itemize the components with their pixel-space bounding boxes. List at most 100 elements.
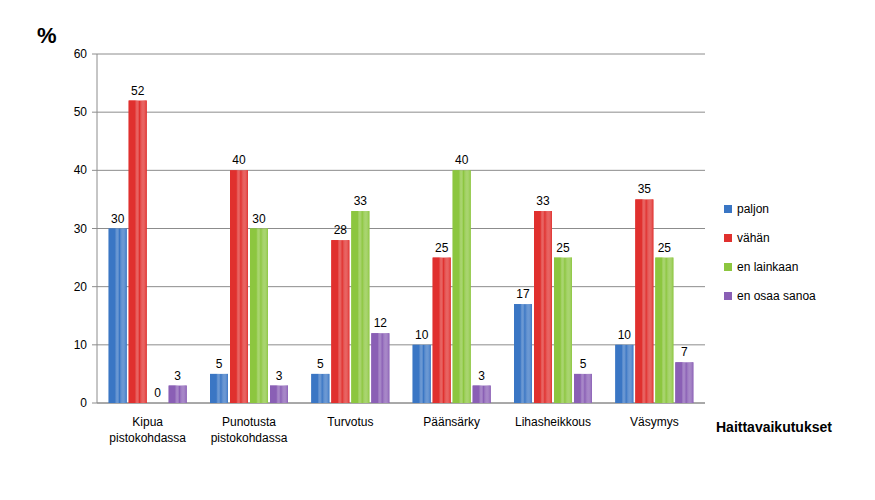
bar xyxy=(615,345,633,403)
grid-line xyxy=(97,54,705,55)
data-label: 28 xyxy=(334,223,348,237)
legend-swatch xyxy=(724,234,732,242)
bar-shade xyxy=(210,374,228,403)
y-tick-label: 60 xyxy=(74,47,88,61)
bar xyxy=(675,362,693,403)
bar-shade xyxy=(615,345,633,403)
bars xyxy=(109,101,694,403)
x-tick-label: Lihasheikkous xyxy=(515,415,591,429)
data-label: 17 xyxy=(516,287,530,301)
y-tick-label: 20 xyxy=(74,280,88,294)
x-axis-label: Haittavaikutukset xyxy=(716,419,832,435)
grid-line xyxy=(97,228,705,229)
data-label: 0 xyxy=(154,386,161,400)
data-label: 3 xyxy=(478,369,485,383)
x-tick-label-line: Lihasheikkous xyxy=(515,415,591,429)
data-label: 25 xyxy=(556,241,570,255)
bar-shade xyxy=(574,374,592,403)
data-label: 5 xyxy=(580,357,587,371)
data-label: 5 xyxy=(317,357,324,371)
bar-shade xyxy=(413,345,431,403)
bar xyxy=(331,240,349,403)
chart: 0102030405060305510171052402825333503033… xyxy=(0,0,875,500)
grid-line xyxy=(97,344,705,345)
y-tick-label: 0 xyxy=(80,396,87,410)
data-label: 35 xyxy=(638,182,652,196)
tick-mark xyxy=(92,286,97,287)
data-labels: 3055101710524028253335030334025253312357 xyxy=(111,84,688,400)
bar-shade xyxy=(311,374,329,403)
legend-swatch xyxy=(724,263,732,271)
data-label: 52 xyxy=(131,84,145,98)
bar-shade xyxy=(473,386,491,403)
y-tick-label: 30 xyxy=(74,222,88,236)
bar xyxy=(635,199,653,403)
x-tick-label: Punotustapistokohdassa xyxy=(211,415,288,445)
legend-swatch xyxy=(724,292,732,300)
bar-shade xyxy=(351,211,369,403)
data-label: 3 xyxy=(276,369,283,383)
bar-shade xyxy=(149,403,167,404)
legend-label: vähän xyxy=(737,231,770,245)
legend-swatch xyxy=(724,205,732,213)
bar-shade xyxy=(129,101,147,403)
data-label: 33 xyxy=(354,194,368,208)
bar-shade xyxy=(433,258,451,403)
x-tick-label: Päänsärky xyxy=(423,415,480,429)
grid-line xyxy=(97,286,705,287)
legend: paljonvähänen lainkaanen osaa sanoa xyxy=(724,202,816,303)
data-label: 40 xyxy=(455,153,469,167)
tick-mark xyxy=(92,54,97,55)
legend-label: en lainkaan xyxy=(737,260,798,274)
grid-line xyxy=(97,112,705,113)
bar xyxy=(473,386,491,403)
bar xyxy=(270,386,288,403)
x-axis xyxy=(97,403,705,404)
data-label: 40 xyxy=(232,153,246,167)
grid-line xyxy=(97,403,705,404)
tick-mark xyxy=(92,344,97,345)
data-label: 33 xyxy=(536,194,550,208)
bar-shade xyxy=(331,240,349,403)
x-tick-label: Kipuapistokohdassa xyxy=(109,415,186,445)
bar xyxy=(514,304,532,403)
bar xyxy=(250,229,268,404)
data-label: 12 xyxy=(374,316,388,330)
bar xyxy=(433,258,451,403)
bar xyxy=(129,101,147,403)
bar xyxy=(554,258,572,403)
bar xyxy=(351,211,369,403)
x-tick-label-line: Turvotus xyxy=(327,415,373,429)
bar xyxy=(230,170,248,403)
y-axis xyxy=(97,54,98,403)
bar xyxy=(655,258,673,403)
bar xyxy=(149,403,167,404)
data-label: 25 xyxy=(658,241,672,255)
tick-mark xyxy=(92,403,97,404)
y-tick-label: 40 xyxy=(74,163,88,177)
x-tick-label: Turvotus xyxy=(327,415,373,429)
data-label: 10 xyxy=(415,328,429,342)
bar xyxy=(453,170,471,403)
x-tick-label: Väsymys xyxy=(630,415,679,429)
bar-shade xyxy=(169,386,187,403)
x-tick-label-line: Punotusta xyxy=(222,415,276,429)
bar xyxy=(109,229,127,404)
bar-shade xyxy=(230,170,248,403)
y-tick-label: 50 xyxy=(74,105,88,119)
bar-shade xyxy=(675,362,693,403)
data-label: 30 xyxy=(111,212,125,226)
bar-shade xyxy=(655,258,673,403)
y-tick-label: 10 xyxy=(74,338,88,352)
bar xyxy=(169,386,187,403)
bar-shade xyxy=(270,386,288,403)
bar-shade xyxy=(534,211,552,403)
legend-label: paljon xyxy=(737,202,769,216)
bar xyxy=(413,345,431,403)
x-tick-label-line: Kipua xyxy=(132,415,163,429)
data-label: 10 xyxy=(618,328,632,342)
bar-shade xyxy=(554,258,572,403)
data-label: 7 xyxy=(681,345,688,359)
bar-shade xyxy=(635,199,653,403)
x-tick-label-line: Väsymys xyxy=(630,415,679,429)
